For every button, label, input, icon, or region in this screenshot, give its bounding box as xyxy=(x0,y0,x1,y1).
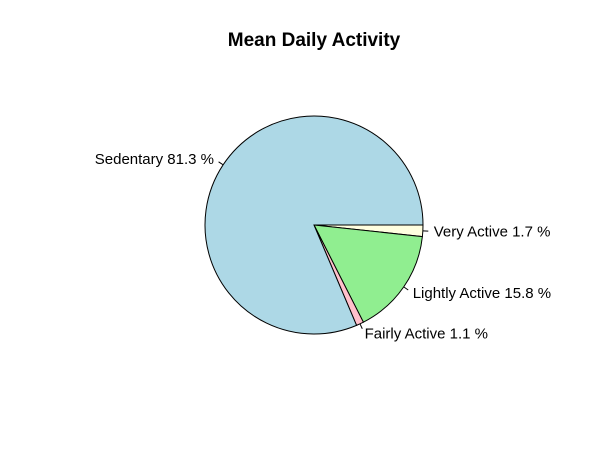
slice-labels: Very Active 1.7 % Lightly Active 15.8 % Fa… xyxy=(95,151,551,343)
pie-slice-lightly-active xyxy=(313,224,423,323)
pie-slice-sedentary xyxy=(204,115,424,335)
label-leader-lines xyxy=(218,161,429,329)
chart-title: Mean Daily Activity xyxy=(228,30,401,51)
slice-label-sedentary: Sedentary 81.3 % xyxy=(95,151,214,168)
leader-line-fairly-active xyxy=(359,323,363,329)
leader-line-lightly-active xyxy=(403,286,409,291)
pie-slices xyxy=(204,115,424,335)
slice-label-lightly-active: Lightly Active 15.8 % xyxy=(413,285,551,302)
slice-label-fairly-active: Fairly Active 1.1 % xyxy=(365,326,488,343)
slice-label-very-active: Very Active 1.7 % xyxy=(434,223,551,240)
leader-line-sedentary xyxy=(218,161,224,166)
